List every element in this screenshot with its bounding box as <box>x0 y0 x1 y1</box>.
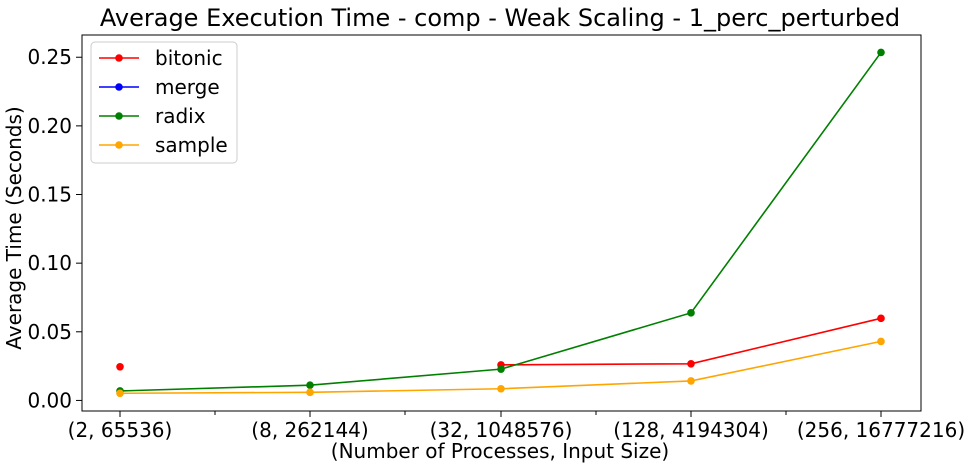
chart-title: Average Execution Time - comp - Weak Sca… <box>100 4 900 32</box>
data-point-bitonic <box>687 359 695 368</box>
y-tick-label: 0.05 <box>27 320 72 344</box>
data-point-radix <box>687 309 695 317</box>
data-point-radix <box>877 48 885 57</box>
data-point-sample <box>877 337 885 346</box>
y-tick-label: 0.00 <box>27 388 72 412</box>
data-point-sample <box>497 384 505 393</box>
legend-item-bitonic: bitonic <box>99 46 223 70</box>
legend-label: sample <box>155 133 228 157</box>
data-point-sample <box>306 388 314 397</box>
series-bitonic <box>116 314 885 371</box>
data-point-sample <box>687 377 695 385</box>
y-tick-label: 0.15 <box>27 183 72 207</box>
x-tick-label: (2, 65536) <box>68 418 173 442</box>
data-point-radix <box>306 381 314 389</box>
legend-item-merge: merge <box>99 75 220 99</box>
y-tick-label: 0.20 <box>27 114 72 138</box>
legend-item-sample: sample <box>99 133 228 157</box>
axis-ticks: 0.00 0.05 0.10 0.15 0.20 0.25 (2, 65536) (8, 26… <box>27 45 965 442</box>
y-tick-label: 0.10 <box>27 251 72 275</box>
legend-label: radix <box>155 104 206 128</box>
data-point-radix <box>497 365 505 373</box>
y-axis-label: Average Time (Seconds) <box>2 106 26 349</box>
series-sample <box>116 337 885 398</box>
data-point-bitonic <box>116 362 124 371</box>
x-tick-label: (128, 4194304) <box>613 418 769 442</box>
legend-item-radix: radix <box>99 104 206 128</box>
y-tick-label: 0.25 <box>27 45 72 69</box>
data-point-sample <box>116 389 124 398</box>
data-point-bitonic <box>877 314 885 323</box>
x-tick-label: (256, 16777216) <box>797 418 965 442</box>
legend-swatch-marker <box>115 83 123 91</box>
legend-box <box>90 41 238 164</box>
legend-swatch-marker <box>115 112 123 120</box>
legend-swatch-marker <box>115 141 123 149</box>
x-tick-label: (8, 262144) <box>251 418 368 442</box>
legend-swatch-marker <box>115 54 123 62</box>
plot-area <box>116 48 885 398</box>
legend: bitonic merge radix sample <box>90 41 238 164</box>
legend-label: merge <box>155 75 220 99</box>
legend-label: bitonic <box>155 46 223 70</box>
x-tick-label: (32, 1048576) <box>430 418 573 442</box>
x-axis-label: (Number of Processes, Input Size) <box>331 439 669 463</box>
